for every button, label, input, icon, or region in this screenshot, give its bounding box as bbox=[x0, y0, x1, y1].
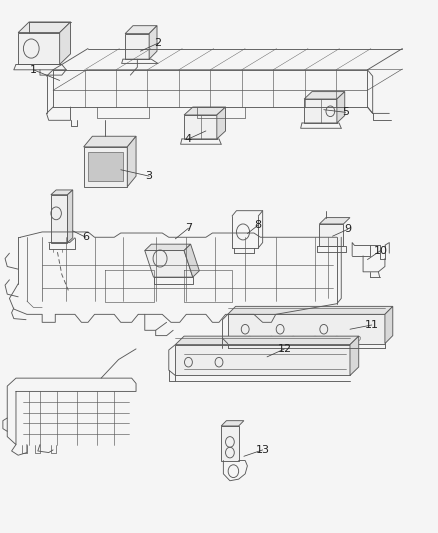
Polygon shape bbox=[125, 26, 157, 34]
Polygon shape bbox=[184, 115, 217, 139]
Text: 3: 3 bbox=[146, 171, 152, 181]
Polygon shape bbox=[337, 92, 345, 123]
Polygon shape bbox=[228, 314, 385, 344]
Polygon shape bbox=[67, 190, 73, 243]
Polygon shape bbox=[319, 224, 343, 246]
Polygon shape bbox=[88, 152, 123, 181]
Text: 12: 12 bbox=[277, 344, 292, 354]
Polygon shape bbox=[51, 190, 73, 195]
Polygon shape bbox=[51, 195, 67, 243]
Polygon shape bbox=[175, 345, 350, 375]
Polygon shape bbox=[18, 22, 71, 33]
Polygon shape bbox=[350, 336, 359, 375]
Text: 6: 6 bbox=[82, 232, 89, 243]
Polygon shape bbox=[304, 99, 337, 123]
Text: 5: 5 bbox=[342, 107, 349, 117]
Polygon shape bbox=[145, 251, 193, 277]
Polygon shape bbox=[184, 107, 226, 115]
Polygon shape bbox=[304, 92, 345, 99]
Text: 7: 7 bbox=[185, 223, 192, 233]
Polygon shape bbox=[217, 107, 226, 139]
Polygon shape bbox=[175, 336, 359, 345]
Polygon shape bbox=[149, 26, 157, 59]
Text: 8: 8 bbox=[255, 220, 262, 230]
Polygon shape bbox=[221, 426, 239, 461]
Text: 9: 9 bbox=[344, 224, 351, 235]
Polygon shape bbox=[385, 306, 393, 344]
Text: 13: 13 bbox=[256, 445, 270, 455]
Polygon shape bbox=[125, 34, 149, 59]
Text: 2: 2 bbox=[154, 38, 162, 48]
Polygon shape bbox=[221, 421, 244, 426]
Polygon shape bbox=[228, 306, 393, 314]
Text: 11: 11 bbox=[365, 320, 379, 330]
Polygon shape bbox=[184, 244, 199, 277]
Polygon shape bbox=[84, 147, 127, 187]
Polygon shape bbox=[145, 244, 191, 251]
Polygon shape bbox=[84, 136, 136, 147]
Polygon shape bbox=[319, 217, 350, 224]
Text: 4: 4 bbox=[185, 134, 192, 144]
Text: 10: 10 bbox=[374, 246, 388, 255]
Polygon shape bbox=[127, 136, 136, 187]
Text: 1: 1 bbox=[30, 65, 37, 75]
Polygon shape bbox=[18, 33, 60, 64]
Polygon shape bbox=[60, 22, 71, 64]
